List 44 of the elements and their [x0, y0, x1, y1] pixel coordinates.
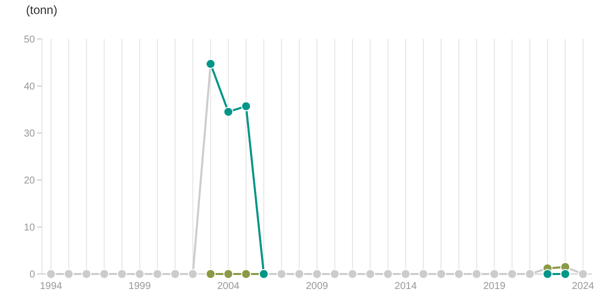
point: [472, 269, 482, 279]
x-tick-label: 1999: [128, 281, 152, 292]
point: [294, 269, 304, 279]
point: [436, 269, 446, 279]
point: [276, 269, 287, 279]
point: [489, 269, 500, 279]
y-tick-label: 0: [29, 270, 36, 280]
y-tick-label: 20: [24, 176, 36, 186]
point: [418, 269, 428, 279]
point: [170, 269, 180, 279]
point: [330, 269, 340, 279]
point: [134, 269, 145, 279]
point: [223, 269, 234, 279]
x-tick-label: 1994: [40, 281, 63, 292]
point: [560, 269, 570, 279]
point: [241, 269, 252, 279]
y-tick-label: 50: [24, 34, 36, 46]
point: [206, 269, 216, 279]
x-tick-label: 2019: [483, 281, 506, 292]
x-tick-label: 2024: [572, 281, 595, 292]
y-tick-label: 40: [24, 82, 36, 92]
point: [116, 269, 127, 279]
point: [524, 269, 535, 279]
point: [64, 269, 74, 279]
x-tick-label: 2009: [306, 281, 329, 292]
y-tick-label: 30: [24, 128, 36, 140]
y-tick-label: 10: [24, 222, 36, 234]
x-tick-label: 2004: [217, 281, 240, 292]
x-tick-label: 2014: [394, 281, 418, 292]
point: [347, 269, 358, 279]
point: [81, 269, 92, 279]
point: [400, 269, 411, 279]
point: [542, 269, 553, 279]
point: [152, 269, 162, 279]
point: [312, 269, 322, 279]
point: [99, 269, 110, 279]
point: [382, 269, 393, 279]
point: [46, 269, 56, 279]
y-axis-title: (tonn): [26, 3, 58, 17]
point: [188, 269, 198, 279]
point: [507, 269, 518, 279]
point: [454, 269, 464, 279]
point: [578, 269, 588, 279]
point: [365, 269, 376, 279]
